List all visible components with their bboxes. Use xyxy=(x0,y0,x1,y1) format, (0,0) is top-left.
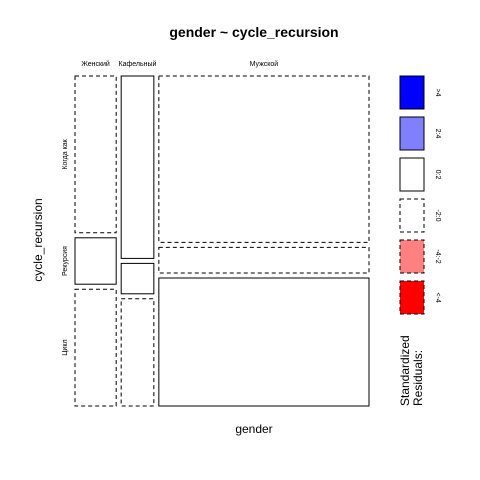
legend-label: 2:4 xyxy=(434,129,441,139)
legend-label: -4:-2 xyxy=(434,249,441,264)
legend-label: 0:2 xyxy=(434,170,441,180)
x-category-label: Кафельный xyxy=(119,60,157,68)
y-category-labels: Когда как Рекурсия Цикл xyxy=(62,138,69,355)
mosaic-cell xyxy=(74,75,117,234)
mosaic-cell xyxy=(120,262,155,295)
mosaic-cell xyxy=(74,288,117,407)
mosaic-cells xyxy=(74,75,370,407)
legend-swatch xyxy=(399,157,425,192)
x-category-labels: Женский Кафельный Мужской xyxy=(81,60,278,68)
legend-swatch xyxy=(399,75,425,110)
legend-swatch xyxy=(399,116,425,151)
x-axis-label: gender xyxy=(235,422,272,436)
y-category-label: Когда как xyxy=(62,138,69,169)
x-category-label: Женский xyxy=(81,60,110,68)
legend-title-line: Residuals: xyxy=(411,350,425,406)
mosaic-cell xyxy=(120,298,155,407)
legend-swatch xyxy=(399,280,425,315)
chart-title: gender ~ cycle_recursion xyxy=(169,24,338,40)
mosaic-cell xyxy=(158,277,370,407)
y-category-label: Цикл xyxy=(62,339,69,355)
mosaic-cell xyxy=(74,237,117,285)
legend-label: <-4 xyxy=(434,292,441,302)
legend-label: >4 xyxy=(434,89,441,97)
mosaic-cell xyxy=(158,246,370,274)
legend-title-line: Standardized xyxy=(398,335,412,406)
legend-label: -2:0 xyxy=(434,209,441,221)
x-category-label: Мужской xyxy=(250,60,279,68)
mosaic-cell xyxy=(158,75,370,243)
y-category-label: Рекурсия xyxy=(62,246,69,276)
legend-swatch xyxy=(399,239,425,274)
legend-swatch xyxy=(399,198,425,233)
y-axis-label: cycle_recursion xyxy=(31,198,45,281)
legend: >4 2:4 0:2 -2:0 -4:-2 <-4 Standardized Residual… xyxy=(398,75,441,406)
mosaic-cell xyxy=(120,75,155,259)
